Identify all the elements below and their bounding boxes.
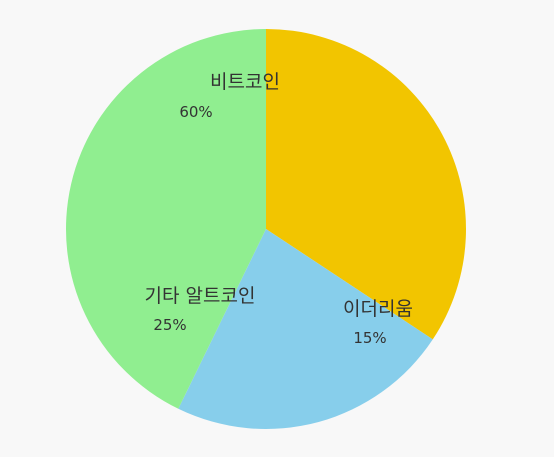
slice-ethereum[interactable] — [178, 229, 433, 430]
pie-slices — [65, 29, 466, 430]
slice-label-altcoins: 기타 알트코인 — [145, 285, 256, 307]
slice-label-ethereum: 이더리움 — [343, 298, 413, 320]
slice-value-ethereum: 15% — [353, 329, 386, 347]
slice-altcoins[interactable] — [65, 29, 267, 409]
slice-value-altcoins: 25% — [153, 316, 186, 334]
slice-value-bitcoin: 60% — [179, 103, 212, 121]
slice-label-bitcoin: 비트코인 — [210, 71, 280, 93]
slice-bitcoin[interactable] — [266, 29, 466, 340]
pie-labels: 비트코인 60% 이더리움 15% 기타 알트코인 25% — [145, 71, 413, 347]
